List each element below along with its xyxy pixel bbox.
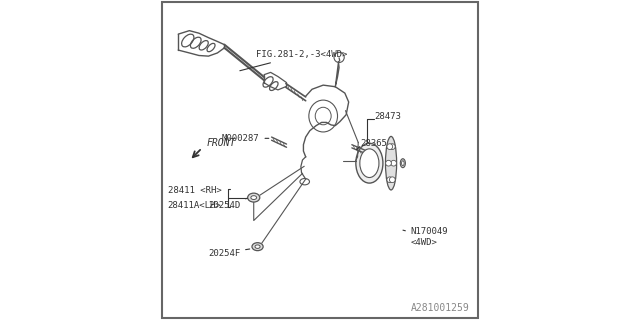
Ellipse shape [360,149,379,178]
Text: 28473: 28473 [375,113,402,122]
Circle shape [390,144,395,149]
Text: FRONT: FRONT [207,139,236,148]
Ellipse shape [255,245,260,248]
Text: 20254F: 20254F [208,249,250,258]
Ellipse shape [400,159,405,168]
Text: N170049
<4WD>: N170049 <4WD> [403,228,449,247]
Ellipse shape [251,196,257,199]
Ellipse shape [252,243,263,251]
Ellipse shape [248,193,260,202]
Text: M000287: M000287 [222,134,269,143]
Circle shape [391,160,396,166]
Circle shape [387,144,393,149]
Circle shape [386,160,392,166]
Text: FIG.281-2,-3<4WD>: FIG.281-2,-3<4WD> [240,50,347,71]
Text: A281001259: A281001259 [411,303,470,313]
Ellipse shape [385,136,397,190]
Circle shape [390,177,395,183]
Text: 28411 <RH>: 28411 <RH> [168,186,221,195]
Text: 20254D: 20254D [208,198,247,210]
Ellipse shape [356,143,383,183]
Ellipse shape [401,161,404,165]
Circle shape [387,177,393,183]
Text: 28411A<LH>: 28411A<LH> [168,201,221,210]
Text: 28365: 28365 [361,139,388,148]
